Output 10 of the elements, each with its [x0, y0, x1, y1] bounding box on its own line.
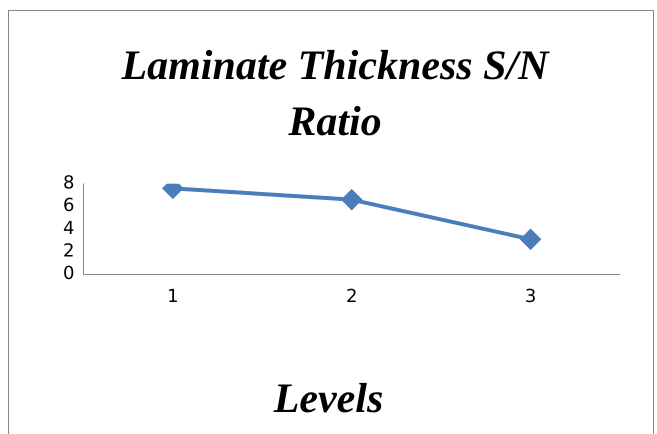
chart-title: Laminate Thickness S/N Ratio [120, 42, 551, 147]
x-tick-label: 3 [524, 286, 536, 307]
y-tick-label: 4 [63, 218, 74, 239]
y-tick-label: 2 [63, 240, 74, 262]
x-tick-label: 1 [167, 286, 179, 307]
y-tick-label: 8 [63, 172, 74, 194]
x-axis-title: Levels [272, 375, 384, 423]
x-tick-label: 2 [346, 286, 358, 307]
y-tick-label: 6 [63, 195, 74, 216]
y-tick-label: 0 [63, 263, 74, 284]
